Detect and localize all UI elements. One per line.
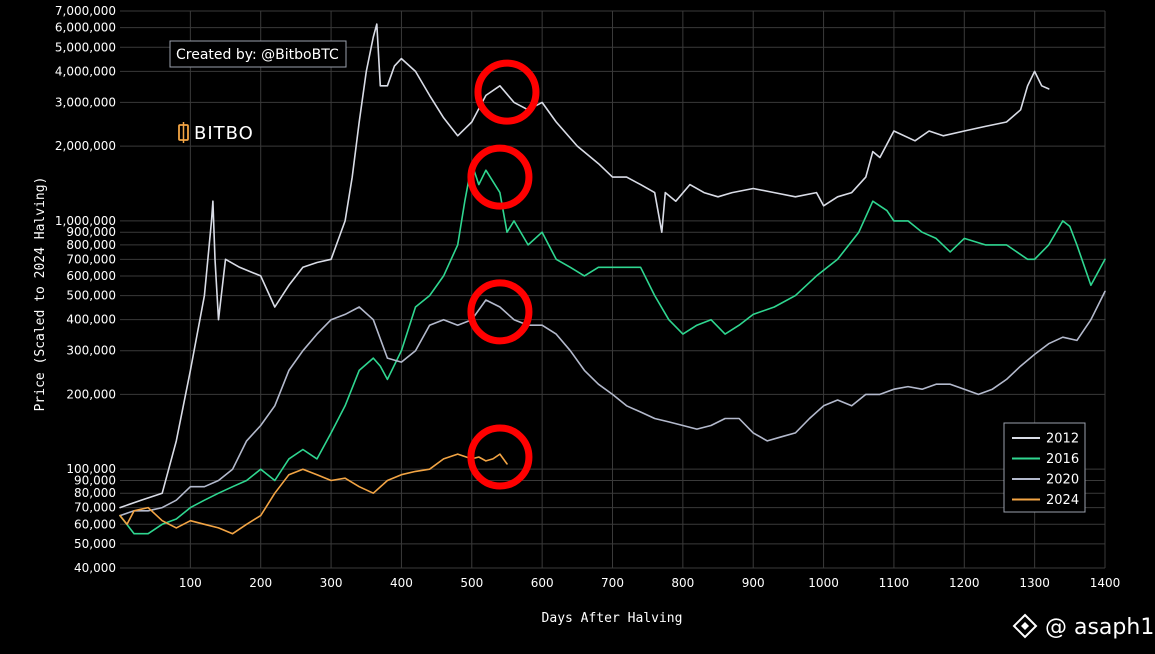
annotation-layer [467,59,540,490]
x-tick-label: 1100 [879,576,910,590]
y-tick-label: 3,000,000 [55,95,116,109]
x-tick-label: 1300 [1019,576,1050,590]
y-tick-label: 800,000 [66,238,116,252]
y-tick-label: 1,000,000 [55,214,116,228]
diamond-logo-icon [1012,613,1038,639]
x-tick-label: 1400 [1090,576,1121,590]
legend: 2012 2016 2020 2024 [1003,422,1086,513]
x-tick-label: 300 [320,576,343,590]
x-tick-label: 400 [390,576,413,590]
y-tick-label: 400,000 [66,313,116,327]
series-line-2024 [119,453,508,535]
legend-label-2024: 2024 [1046,493,1079,508]
watermark: @ asaph1 [1012,613,1154,640]
y-tick-label: 6,000,000 [55,21,116,35]
y-tick-label: 100,000 [66,462,116,476]
grid-layer [120,10,1106,569]
credit-text: Created by: @BitboBTC [176,47,339,63]
y-tick-label: 70,000 [74,501,116,515]
y-tick-label: 500,000 [66,289,116,303]
highlight-circle-4 [467,424,533,490]
highlight-circle-1 [474,59,540,125]
y-axis-title: Price (Scaled to 2024 Halving) [33,177,48,412]
series-line-2012 [119,23,1050,509]
y-tick-label: 2,000,000 [55,139,116,153]
legend-label-2016: 2016 [1046,452,1079,467]
y-tick-label: 200,000 [66,387,116,401]
x-tick-label: 1200 [949,576,980,590]
y-tick-label: 80,000 [74,486,116,500]
x-tick-label: 700 [601,576,624,590]
y-tick-label: 600,000 [66,269,116,283]
y-tick-label: 40,000 [74,561,116,575]
axis-layer: 100 200 300 400 500 600 700 800 900 1000 1100 1200 1… [55,4,1120,590]
x-tick-label: 100 [179,576,202,590]
x-tick-label: 600 [531,576,554,590]
y-tick-label: 4,000,000 [55,64,116,78]
series-line-2016 [119,162,1106,535]
legend-label-2020: 2020 [1046,473,1079,488]
x-tick-label: 500 [460,576,483,590]
highlight-circle-3 [467,279,533,345]
y-tick-label: 60,000 [74,517,116,531]
credit-box: Created by: @BitboBTC [169,40,347,68]
legend-label-2012: 2012 [1046,432,1079,447]
y-tick-label: 700,000 [66,252,116,266]
y-tick-label: 50,000 [74,537,116,551]
y-tick-label: 5,000,000 [55,40,116,54]
highlight-circle-2 [467,144,533,210]
x-axis-title: Days After Halving [542,611,683,626]
y-tick-label: 7,000,000 [55,4,116,18]
x-tick-label: 200 [249,576,272,590]
x-tick-label: 800 [671,576,694,590]
y-tick-label: 90,000 [74,474,116,488]
brand-logo-text: BITBO [194,123,254,144]
series-line-2020 [119,290,1106,517]
watermark-text: @ asaph1 [1045,615,1154,640]
x-tick-label: 900 [742,576,765,590]
y-tick-label: 300,000 [66,344,116,358]
x-tick-label: 1000 [808,576,839,590]
y-tick-label: 900,000 [66,225,116,239]
brand-logo: BITBO [178,122,254,144]
